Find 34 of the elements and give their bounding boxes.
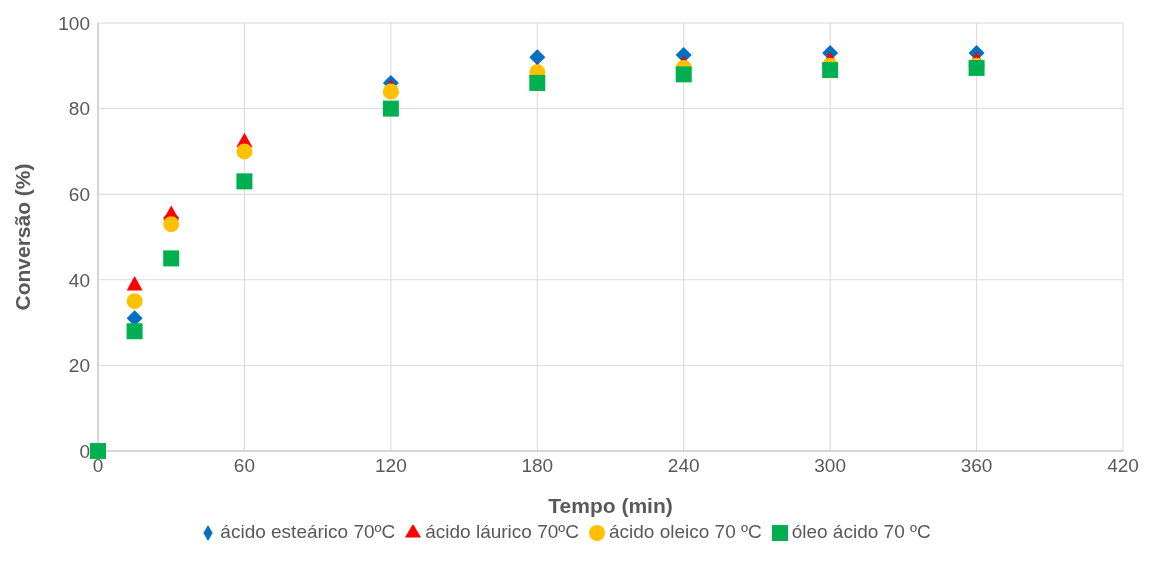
x-tick-label: 0 (92, 455, 104, 477)
point (382, 83, 399, 100)
point (90, 443, 106, 459)
point (822, 62, 839, 79)
point (126, 323, 143, 340)
point (382, 100, 399, 117)
y-tick-label: 60 (68, 183, 90, 205)
x-tick-label: 420 (1107, 455, 1139, 477)
legend-label: ácido oleico 70 ºC (608, 521, 762, 542)
point (529, 49, 546, 66)
x-tick-label: 360 (960, 455, 993, 477)
y-tick-label: 40 (68, 269, 90, 291)
point (126, 293, 143, 310)
y-tick-label: 100 (58, 12, 90, 34)
y-tick-label: 20 (68, 355, 90, 377)
x-axis-title: Tempo (min) (548, 494, 673, 517)
x-tick-label: 60 (233, 455, 255, 477)
y-tick-label: 80 (68, 98, 90, 120)
legend-label: ácido esteárico 70ºC (220, 521, 396, 542)
x-tick-label: 120 (375, 455, 407, 477)
legend-label: ácido láurico 70ºC (425, 521, 579, 542)
point (529, 74, 546, 91)
point (126, 276, 143, 291)
point (236, 143, 253, 160)
y-axis-title: Conversão (%) (11, 163, 35, 311)
y-tick-label: 0 (79, 440, 90, 462)
x-tick-label: 300 (814, 455, 846, 477)
point (675, 66, 692, 83)
point (163, 250, 180, 267)
x-tick-label: 180 (521, 455, 554, 477)
legend-label: óleo ácido 70 ºC (791, 521, 931, 542)
point (236, 173, 253, 190)
x-tick-label: 240 (667, 455, 700, 477)
point (163, 216, 180, 233)
